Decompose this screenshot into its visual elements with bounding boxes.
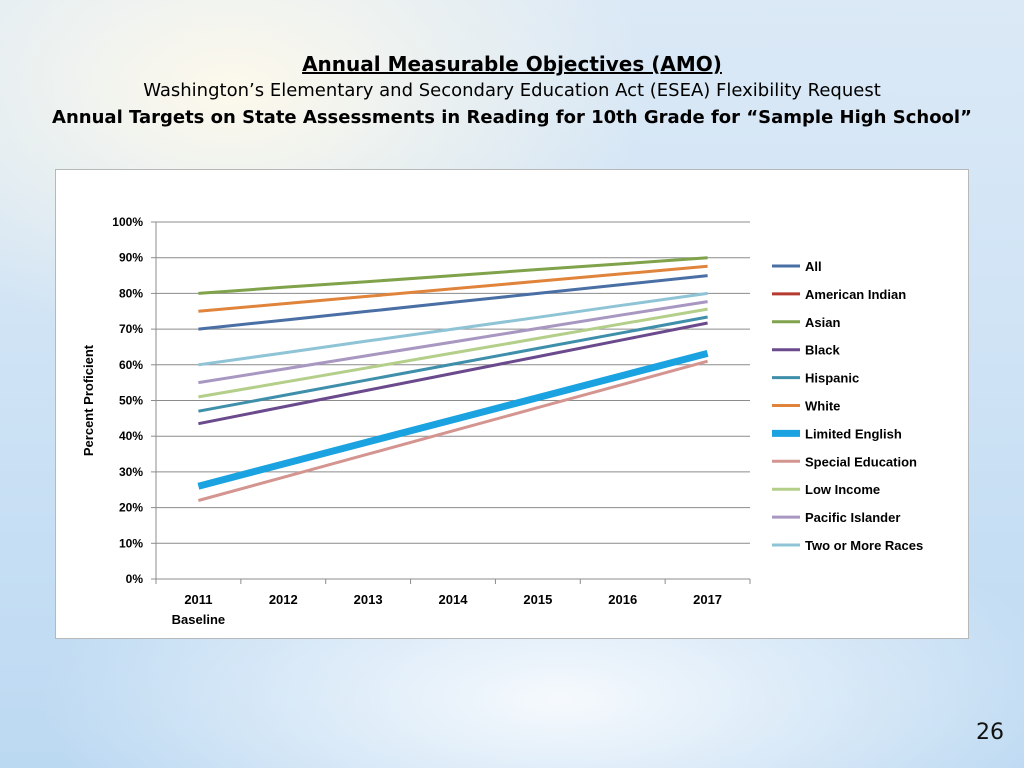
y-tick-label: 10% [119, 536, 143, 550]
series-line-white [198, 264, 708, 313]
slide-number: 26 [976, 720, 1004, 745]
legend-label-low-income: Low Income [805, 482, 880, 497]
series-line-low-income [198, 307, 708, 399]
y-tick-label: 80% [119, 286, 143, 300]
series-line-asian [198, 256, 708, 295]
y-tick-label: 40% [119, 429, 143, 443]
legend-label-two-or-more-races: Two or More Races [805, 538, 923, 553]
legend-label-all: All [805, 259, 822, 274]
legend-label-special-education: Special Education [805, 454, 917, 469]
x-tick-label: 2014 [439, 592, 469, 607]
y-tick-label: 70% [119, 322, 143, 336]
y-tick-label: 0% [126, 572, 144, 586]
x-tick-label: 2011 [184, 592, 212, 607]
line-chart: 0% 10% 20% 30% 40% 50% 60% 70% 80% 90% 100% 2011 201… [81, 215, 923, 627]
legend-label-hispanic: Hispanic [805, 371, 859, 386]
slide-title: Annual Measurable Objectives (AMO) [302, 52, 722, 76]
x-tick-label: 2017 [693, 592, 722, 607]
slide-subtitle: Washington’s Elementary and Secondary Ed… [143, 80, 881, 101]
chart-frame: 0% 10% 20% 30% 40% 50% 60% 70% 80% 90% 100% 2011 201… [55, 169, 969, 639]
x-tick-label: 2013 [354, 592, 383, 607]
y-tick-label: 50% [119, 394, 143, 408]
x-tick-label: 2012 [269, 592, 298, 607]
y-tick-label: 90% [119, 251, 143, 265]
x-tick-label: 2015 [523, 592, 552, 607]
series-line-two-or-more-races [198, 291, 708, 367]
slide-heading: Annual Targets on State Assessments in R… [52, 107, 972, 128]
series-line-pacific-islander [198, 300, 708, 385]
y-tick-label: 60% [119, 358, 143, 372]
y-tick-label: 20% [119, 501, 143, 515]
series-line-hispanic [198, 315, 708, 413]
legend-label-white: White [805, 399, 840, 414]
legend-label-black: Black [805, 343, 840, 358]
legend-label-pacific-islander: Pacific Islander [805, 510, 900, 525]
y-tick-label: 30% [119, 465, 143, 479]
legend-label-limited-english: Limited English [805, 426, 902, 441]
series-line-black [198, 321, 708, 426]
legend-label-asian: Asian [805, 315, 840, 330]
x-baseline-label: Baseline [172, 612, 225, 627]
x-tick-label: 2016 [608, 592, 637, 607]
series-line-limited-english [197, 350, 709, 490]
legend-label-american-indian: American Indian [805, 287, 906, 302]
y-tick-label: 100% [112, 215, 143, 229]
series-line-all [198, 274, 708, 331]
slide-titles: Annual Measurable Objectives (AMO) Washi… [0, 50, 1024, 132]
y-axis-title: Percent Proficient [81, 344, 96, 456]
series-line-special-education [198, 359, 708, 502]
